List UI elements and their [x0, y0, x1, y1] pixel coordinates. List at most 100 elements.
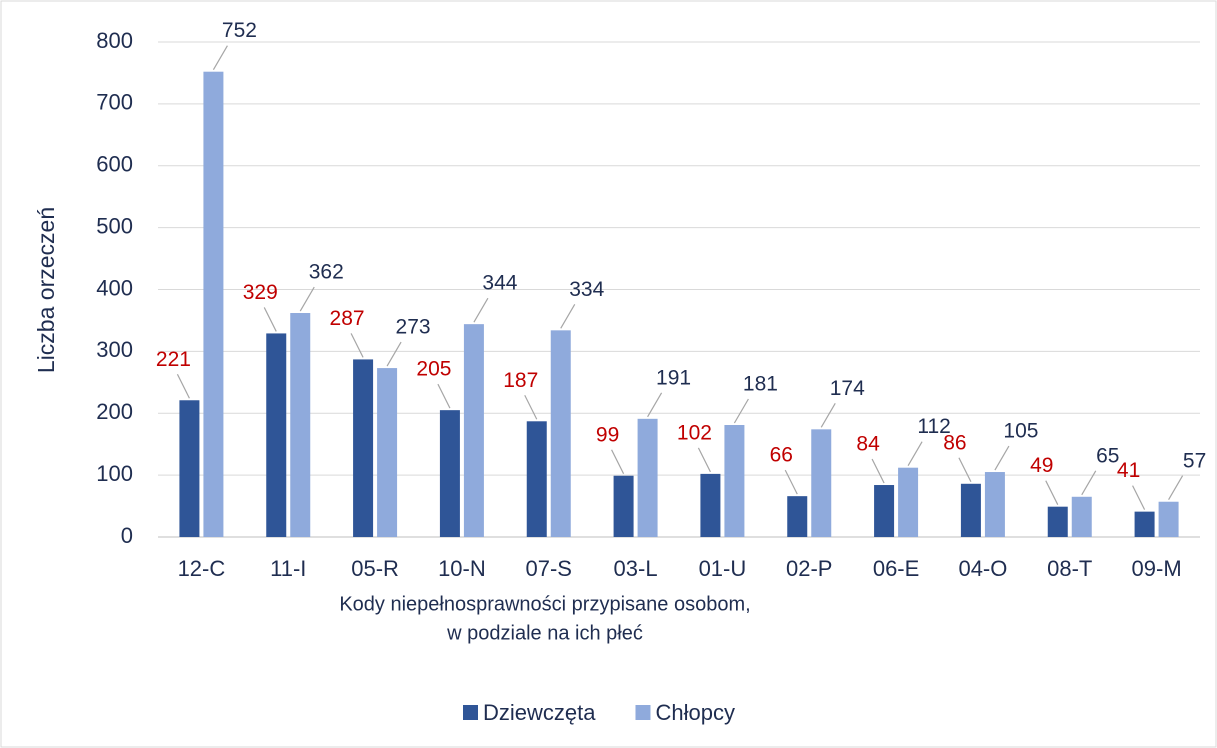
- x-tick-label: 04-O: [958, 556, 1007, 581]
- bar: [898, 467, 919, 537]
- bar: [1047, 506, 1068, 537]
- y-tick-label: 600: [96, 152, 133, 177]
- x-axis-label: Kody niepełnosprawności przypisane osobo…: [339, 593, 750, 615]
- bar: [179, 400, 200, 537]
- bar: [353, 359, 374, 537]
- bar: [960, 483, 981, 537]
- leader-line: [1132, 485, 1146, 510]
- y-tick-label: 700: [96, 90, 133, 115]
- y-tick-label: 300: [96, 337, 133, 362]
- legend-swatch: [635, 705, 651, 720]
- bar: [463, 324, 484, 537]
- data-label: 112: [917, 415, 950, 438]
- x-tick-label: 05-R: [351, 556, 399, 581]
- data-label: 102: [677, 421, 712, 444]
- bar: [984, 472, 1005, 537]
- data-label: 181: [743, 373, 778, 396]
- x-tick-label: 01-U: [699, 556, 747, 581]
- leader-line: [994, 445, 1010, 471]
- leader-line: [263, 307, 277, 332]
- x-tick-label: 06-E: [873, 556, 919, 581]
- x-axis-label: w podziale na ich płeć: [446, 622, 643, 644]
- data-label: 86: [943, 431, 966, 454]
- data-label: 65: [1096, 444, 1119, 467]
- x-tick-label: 11-I: [270, 556, 306, 581]
- data-label: 273: [396, 316, 431, 339]
- bar: [266, 333, 287, 537]
- data-label: 99: [596, 423, 619, 446]
- legend-swatch: [463, 705, 478, 720]
- data-label: 49: [1030, 454, 1053, 477]
- bar: [700, 473, 721, 537]
- data-label: 57: [1183, 449, 1206, 472]
- x-tick-label: 02-P: [786, 556, 832, 581]
- bar: [613, 475, 634, 537]
- x-tick-label: 08-T: [1047, 556, 1092, 581]
- leader-line: [820, 403, 836, 428]
- bar: [1158, 501, 1179, 537]
- bar: [1134, 511, 1155, 537]
- bar: [290, 313, 311, 537]
- leader-line: [437, 383, 451, 409]
- y-tick-label: 800: [96, 28, 133, 53]
- leader-line: [299, 286, 315, 312]
- leader-line: [611, 449, 625, 475]
- data-label: 287: [330, 307, 365, 330]
- data-label: 329: [243, 281, 278, 304]
- data-label: 205: [416, 358, 451, 381]
- leader-line: [212, 45, 228, 71]
- bar: [811, 429, 832, 537]
- data-label: 105: [1003, 420, 1038, 443]
- bar: [550, 330, 571, 537]
- data-label: 84: [856, 433, 880, 456]
- leader-line: [1081, 470, 1097, 496]
- data-label: 344: [482, 272, 517, 295]
- data-label: 221: [156, 348, 191, 371]
- bar: [377, 368, 398, 537]
- leader-line: [733, 398, 749, 424]
- bar: [526, 421, 547, 537]
- leader-line: [784, 469, 798, 495]
- bar: [1071, 496, 1092, 537]
- x-tick-label: 09-M: [1132, 556, 1182, 581]
- data-label: 41: [1117, 459, 1140, 482]
- data-label: 174: [830, 377, 865, 400]
- legend-label: Dziewczęta: [483, 700, 596, 725]
- x-tick-label: 07-S: [526, 556, 572, 581]
- leader-line: [697, 447, 711, 473]
- data-label: 752: [222, 19, 257, 42]
- legend-label: Chłopcy: [655, 700, 734, 725]
- data-label: 187: [503, 369, 538, 392]
- y-tick-label: 200: [96, 399, 133, 424]
- data-label: 334: [569, 278, 604, 301]
- y-axis-label: Liczba orzeczeń: [33, 207, 59, 373]
- leader-line: [350, 333, 364, 358]
- bar: [203, 71, 224, 537]
- x-tick-label: 10-N: [438, 556, 486, 581]
- bar: [637, 418, 658, 537]
- bar: [874, 485, 895, 537]
- x-tick-label: 03-L: [614, 556, 658, 581]
- leader-line: [176, 373, 190, 399]
- leader-line: [871, 458, 885, 484]
- leader-line: [647, 392, 663, 418]
- leader-line: [524, 395, 538, 420]
- bar: [724, 425, 745, 537]
- leader-line: [958, 457, 972, 483]
- data-label: 191: [656, 366, 691, 389]
- leader-line: [1168, 475, 1184, 501]
- leader-line: [907, 441, 923, 467]
- data-label: 362: [309, 261, 344, 284]
- y-tick-label: 100: [96, 461, 133, 486]
- leader-line: [473, 297, 489, 323]
- data-label: 66: [770, 444, 793, 467]
- bar: [787, 496, 808, 537]
- x-tick-label: 12-C: [178, 556, 226, 581]
- y-tick-label: 500: [96, 213, 133, 238]
- y-tick-label: 400: [96, 275, 133, 300]
- leader-line: [560, 304, 576, 329]
- leader-line: [386, 341, 402, 367]
- bar: [439, 410, 460, 537]
- y-tick-label: 0: [121, 523, 133, 548]
